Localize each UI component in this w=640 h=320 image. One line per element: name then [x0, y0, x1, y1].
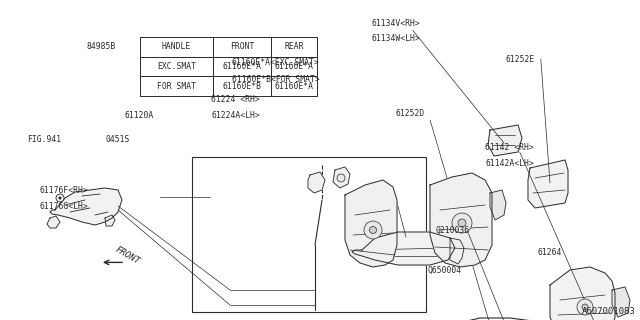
- Text: FIG.941: FIG.941: [27, 135, 61, 144]
- Polygon shape: [430, 173, 492, 267]
- Polygon shape: [105, 215, 115, 226]
- Polygon shape: [612, 287, 630, 317]
- Bar: [271, 76, 317, 96]
- Text: Q210036: Q210036: [435, 226, 469, 235]
- Bar: [213, 37, 271, 57]
- Text: 0451S: 0451S: [106, 135, 130, 144]
- Text: 61142 <RH>: 61142 <RH>: [485, 143, 534, 152]
- Polygon shape: [550, 267, 615, 320]
- Polygon shape: [490, 190, 506, 220]
- Text: A607001083: A607001083: [582, 307, 636, 316]
- Polygon shape: [450, 238, 464, 264]
- Bar: [271, 57, 317, 76]
- Text: 61160E*A<EXC.SMAT>: 61160E*A<EXC.SMAT>: [232, 58, 319, 67]
- Polygon shape: [333, 167, 350, 188]
- Circle shape: [337, 174, 345, 182]
- Bar: [213, 76, 271, 96]
- Text: 84985B: 84985B: [86, 42, 116, 51]
- Text: 61252D: 61252D: [396, 109, 425, 118]
- Circle shape: [577, 299, 593, 315]
- Circle shape: [369, 227, 376, 234]
- Text: 61160E*B: 61160E*B: [223, 82, 261, 91]
- Polygon shape: [308, 172, 325, 193]
- Text: HANDLE: HANDLE: [162, 42, 191, 51]
- Text: 61160E*B<FOR SMAT>: 61160E*B<FOR SMAT>: [232, 75, 319, 84]
- Polygon shape: [345, 180, 397, 267]
- Polygon shape: [47, 216, 60, 228]
- Text: 61264: 61264: [538, 248, 562, 257]
- Circle shape: [582, 304, 588, 310]
- Text: 61120A: 61120A: [125, 111, 154, 120]
- Text: 61134W<LH>: 61134W<LH>: [371, 34, 420, 43]
- Circle shape: [458, 219, 466, 227]
- Bar: [140, 76, 213, 96]
- Bar: [271, 37, 317, 57]
- Text: 61142A<LH>: 61142A<LH>: [485, 159, 534, 168]
- Bar: [192, 157, 426, 312]
- Polygon shape: [352, 232, 455, 265]
- Circle shape: [452, 213, 472, 233]
- Text: 61160E*A: 61160E*A: [275, 62, 313, 71]
- Text: 61252E: 61252E: [506, 55, 535, 64]
- Text: Q650004: Q650004: [428, 266, 461, 275]
- Text: 61160E*A: 61160E*A: [223, 62, 261, 71]
- Text: 61160E*A: 61160E*A: [275, 82, 313, 91]
- Text: FRONT: FRONT: [230, 42, 254, 51]
- Text: REAR: REAR: [284, 42, 303, 51]
- Text: EXC.SMAT: EXC.SMAT: [157, 62, 196, 71]
- Polygon shape: [528, 160, 568, 208]
- Circle shape: [56, 194, 64, 202]
- Bar: [213, 57, 271, 76]
- Circle shape: [58, 196, 61, 199]
- Polygon shape: [50, 188, 122, 225]
- Text: 61134V<RH>: 61134V<RH>: [371, 19, 420, 28]
- Circle shape: [364, 221, 382, 239]
- Text: 61224 <RH>: 61224 <RH>: [211, 95, 260, 104]
- Text: 61176F<RH>: 61176F<RH>: [40, 186, 88, 195]
- Text: FOR SMAT: FOR SMAT: [157, 82, 196, 91]
- Text: 61176G<LH>: 61176G<LH>: [40, 202, 88, 211]
- Text: 61224A<LH>: 61224A<LH>: [211, 111, 260, 120]
- Bar: [140, 57, 213, 76]
- Bar: [140, 37, 213, 57]
- Polygon shape: [488, 125, 522, 156]
- Text: FRONT: FRONT: [114, 245, 141, 267]
